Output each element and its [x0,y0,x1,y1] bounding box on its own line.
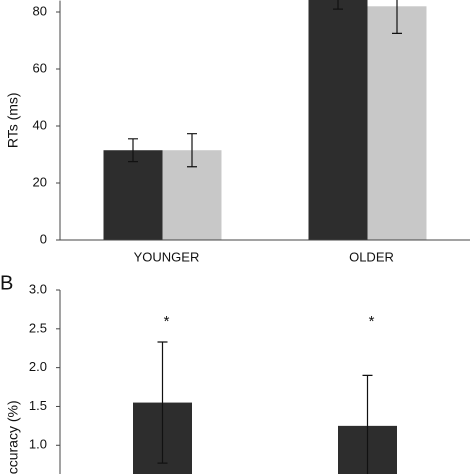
y-tick-label: 1.5 [29,398,47,413]
y-tick-label: 80 [33,3,47,18]
bar [367,6,427,240]
y-tick-label: 60 [33,60,47,75]
x-tick-label: OLDER [349,249,394,264]
x-tick-label: YOUNGER [134,249,200,264]
y-tick-label: 3.0 [29,281,47,296]
panel-label: B [0,272,13,294]
error-bar [187,133,197,168]
error-bar [392,0,402,34]
plot [103,0,427,240]
y-tick-label: 0 [40,231,47,246]
y-axis-label: Accuracy (%) [5,400,21,474]
y-tick-label: 20 [33,174,47,189]
y-tick-label: 2.5 [29,320,47,335]
error-bar [157,341,168,464]
annotation: * [369,313,375,330]
y-tick-label: 2.0 [29,359,47,374]
error-bar [333,0,343,10]
y-tick-label: 40 [33,117,47,132]
error-bar [128,138,138,163]
bar [308,0,368,240]
plot [133,341,397,474]
error-bar [362,374,373,474]
y-tick-label: 1.0 [29,437,47,452]
annotation: * [164,313,170,330]
bar [103,150,163,240]
y-axis-label: RTs (ms) [5,92,21,148]
